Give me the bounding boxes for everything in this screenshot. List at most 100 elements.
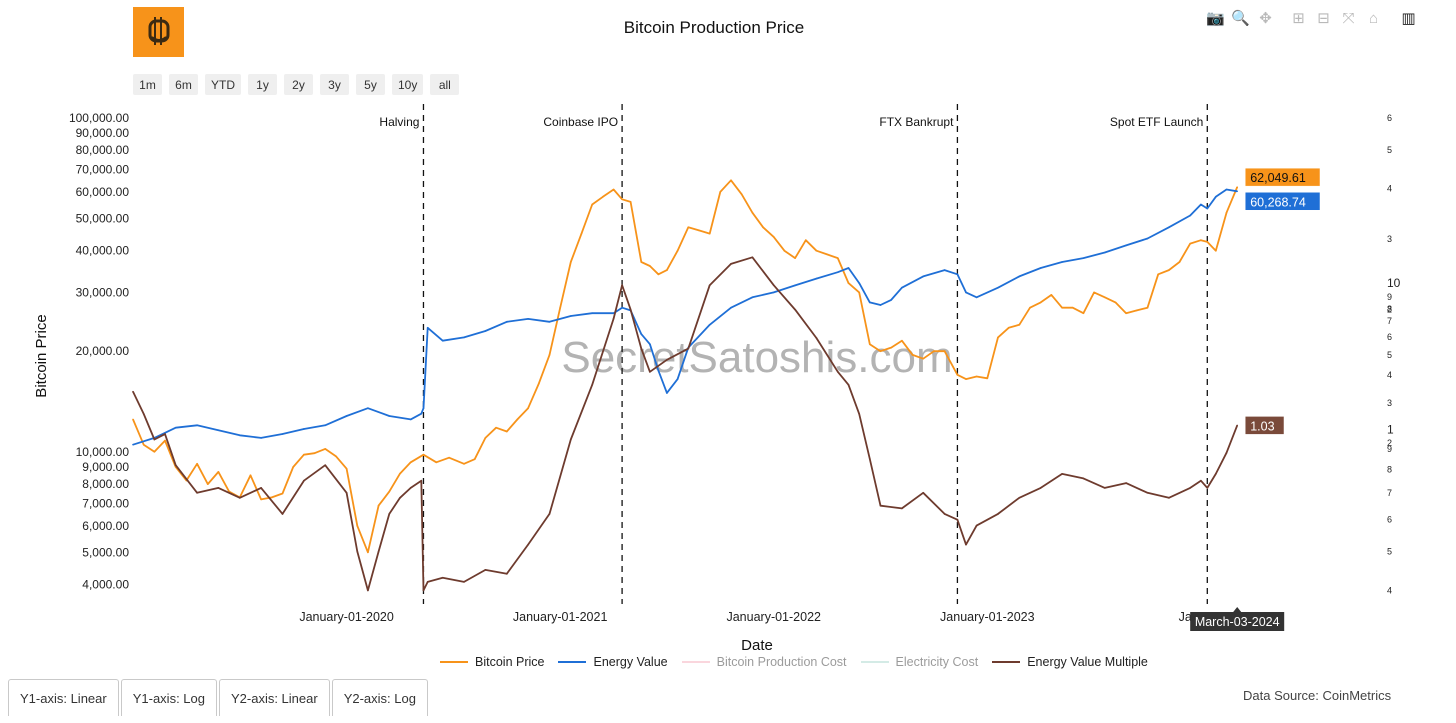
data-point-multiple [1225, 452, 1228, 454]
data-point-btc [463, 463, 465, 465]
event-label: FTX Bankrupt [879, 115, 954, 129]
zoom-out-icon[interactable]: ⊟ [1317, 10, 1330, 27]
range-button-6m[interactable]: 6m [169, 74, 198, 95]
data-point-multiple [943, 513, 946, 515]
data-point-energy [422, 407, 425, 410]
data-point-energy [238, 434, 241, 437]
data-point-energy [591, 312, 593, 314]
data-point-btc [303, 453, 305, 456]
legend-item-elec[interactable]: Electricity Cost [860, 655, 978, 669]
range-button-3y[interactable]: 3y [320, 74, 349, 95]
end-label-box-multiple [1244, 416, 1285, 435]
data-point-energy [837, 271, 839, 273]
data-point-btc [1189, 242, 1192, 245]
legend-item-energy[interactable]: Energy Value [558, 655, 668, 669]
camera-icon[interactable]: 📷 [1206, 10, 1225, 27]
data-point-btc [388, 490, 391, 493]
data-point-btc [1007, 327, 1010, 329]
data-point-btc [751, 211, 754, 214]
legend-item-multiple[interactable]: Energy Value Multiple [992, 655, 1148, 669]
data-point-multiple [174, 464, 177, 466]
x-tick-label: January-01-2021 [513, 610, 608, 624]
data-point-btc [399, 472, 401, 475]
data-point-energy [527, 318, 529, 320]
data-point-btc [345, 467, 348, 470]
zoom-in-icon[interactable]: ⊞ [1292, 10, 1305, 27]
end-label-btc: 62,049.61 [1250, 171, 1306, 185]
data-point-energy [505, 320, 508, 323]
data-point-btc [911, 354, 914, 356]
data-point-energy [217, 429, 220, 432]
data-point-multiple [847, 383, 850, 386]
modebar: 📷 🔍 ✥ ⊞ ⊟ ⤧ ⌂ ▥ [1206, 9, 1418, 28]
data-point-multiple [1018, 497, 1021, 499]
data-point-btc [505, 430, 508, 433]
tab-y2-axis-linear[interactable]: Y2-axis: Linear [218, 679, 330, 716]
end-label-box-btc [1244, 167, 1321, 187]
data-point-btc [869, 343, 871, 345]
data-point-multiple [612, 317, 615, 320]
data-point-btc [422, 453, 425, 456]
y-tick-label: 4,000.00 [82, 578, 129, 592]
data-point-btc [986, 377, 989, 380]
data-point-btc [164, 439, 166, 442]
data-point-energy [666, 392, 668, 394]
tab-y1-axis-log[interactable]: Y1-axis: Log [120, 679, 217, 716]
data-point-btc [847, 282, 850, 284]
data-point-energy [1103, 251, 1106, 254]
range-button-10y[interactable]: 10y [392, 74, 424, 95]
legend-item-cost[interactable]: Bitcoin Production Cost [681, 655, 847, 669]
x-axis-label: Date [741, 637, 773, 654]
range-button-2y[interactable]: 2y [284, 74, 313, 95]
range-button-1y[interactable]: 1y [248, 74, 277, 95]
data-point-energy [1082, 257, 1085, 259]
data-point-energy [1215, 196, 1217, 198]
data-point-btc [548, 354, 551, 356]
data-point-multiple [409, 487, 412, 489]
y2-tick-label: 1 [1387, 423, 1394, 437]
data-point-energy [463, 336, 465, 339]
data-point-energy [409, 418, 412, 421]
pan-icon[interactable]: ✥ [1259, 10, 1272, 27]
event-label: Spot ETF Launch [1110, 115, 1203, 129]
data-point-btc [687, 226, 690, 229]
data-point-multiple [649, 371, 651, 373]
data-point-btc [1206, 241, 1209, 243]
data-point-btc [804, 239, 807, 242]
y-tick-label: 90,000.00 [76, 126, 130, 140]
data-point-btc [1157, 273, 1159, 276]
y2-tick-label: 7 [1387, 488, 1392, 498]
data-point-energy [1018, 275, 1021, 278]
plotly-logo-icon[interactable]: ▥ [1401, 10, 1416, 27]
range-button-all[interactable]: all [430, 74, 460, 95]
data-point-energy [869, 301, 871, 304]
data-point-btc [612, 188, 615, 191]
range-button-1m[interactable]: 1m [133, 74, 162, 95]
data-point-energy [751, 296, 754, 299]
logo-graphic [148, 17, 170, 45]
data-point-multiple [591, 383, 593, 386]
data-point-multiple [399, 497, 401, 499]
legend-item-btc[interactable]: Bitcoin Price [440, 655, 544, 669]
data-point-btc [435, 461, 438, 464]
range-button-5y[interactable]: 5y [356, 74, 385, 95]
data-point-btc [249, 474, 252, 477]
data-point-multiple [629, 308, 632, 311]
data-point-multiple [869, 458, 871, 460]
autoscale-icon[interactable]: ⤧ [1342, 9, 1355, 27]
y2-tick-label: 5 [1387, 145, 1392, 155]
range-button-ytd[interactable]: YTD [205, 74, 241, 95]
data-point-btc [271, 496, 273, 499]
tab-y1-axis-linear[interactable]: Y1-axis: Linear [8, 679, 119, 716]
y2-tick-label: 4 [1387, 184, 1392, 194]
x-tick-label: January-01-2022 [726, 610, 821, 624]
data-point-btc [495, 426, 497, 429]
y2-minor-tick-label: 4 [1387, 370, 1392, 380]
data-point-btc [649, 265, 651, 267]
zoom-icon[interactable]: 🔍 [1231, 10, 1250, 27]
data-point-multiple [463, 581, 465, 583]
tab-y2-axis-log[interactable]: Y2-axis: Log [331, 679, 428, 716]
data-point-btc [621, 198, 623, 201]
home-icon[interactable]: ⌂ [1368, 9, 1379, 27]
